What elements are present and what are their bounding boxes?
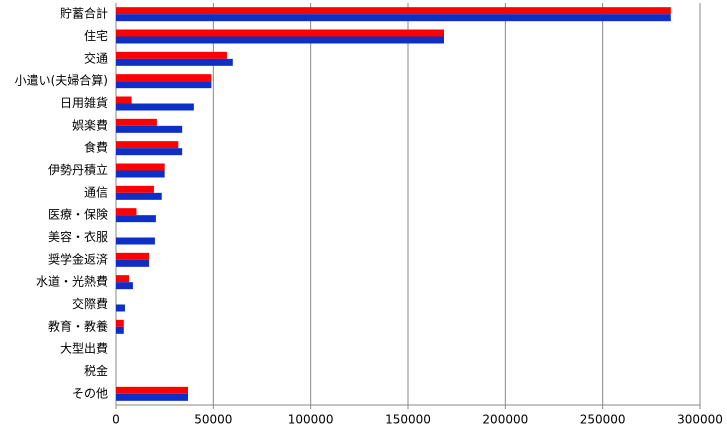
bar [116,326,124,334]
x-tick-label: 150000 [385,413,431,427]
bar [116,282,133,290]
bar [116,252,150,260]
y-tick-label: 交際費 [72,296,108,311]
y-tick-label: 税金 [84,363,108,378]
bar [116,29,445,37]
bar [116,215,156,223]
bar [116,141,179,149]
bar [116,103,194,111]
bar [116,319,124,327]
y-tick-label: その他 [72,386,108,400]
bar [116,51,227,59]
x-tick-label: 300000 [677,413,723,427]
bar [116,58,233,66]
y-tick-label: 奨学金返済 [48,251,108,266]
y-tick-label: 貯蓄合計 [60,6,108,21]
bar [116,74,212,82]
bar [116,81,212,89]
bar [116,386,189,394]
y-tick-label: 美容・衣服 [48,229,108,244]
y-tick-label: 日用雑貨 [60,95,108,110]
bar [116,275,130,283]
y-tick-label: 教育・教養 [48,318,108,333]
bar [116,237,155,245]
x-tick-label: 0 [112,413,120,427]
y-tick-label: 住宅 [84,28,108,43]
y-tick-label: 小遣い(夫婦合算) [15,73,108,88]
bar [116,125,183,133]
x-tick-label: 50000 [194,413,232,427]
y-tick-label: 医療・保険 [48,208,108,222]
x-tick-label: 200000 [482,413,528,427]
y-tick-label: 水道・光熱費 [36,274,108,289]
x-tick-label: 100000 [288,413,334,427]
bar [116,185,154,193]
y-tick-label: 大型出費 [60,341,108,356]
bar [116,192,162,200]
bar [116,96,132,104]
bar [116,148,183,156]
bar [116,36,445,44]
x-tick-label: 250000 [580,413,626,427]
bar [116,7,671,15]
y-tick-label: 伊勢丹積立 [48,162,108,177]
bar [116,208,137,216]
y-tick-label: 娯楽費 [72,117,108,132]
bar [116,170,165,178]
bar [116,163,165,171]
y-tick-label: 交通 [84,50,108,65]
y-tick-label: 通信 [84,185,108,199]
bar [116,304,125,312]
bar [116,118,157,126]
bar [116,393,189,401]
bar [116,14,671,22]
y-tick-label: 食費 [84,140,108,155]
bar [116,259,150,267]
